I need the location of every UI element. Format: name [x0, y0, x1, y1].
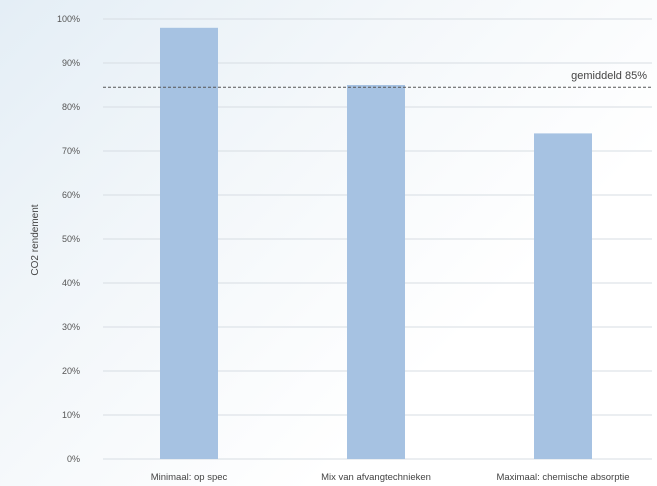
- y-tick-label: 10%: [62, 410, 80, 420]
- category-label: Mix van afvangtechnieken: [321, 472, 431, 483]
- y-tick-label: 70%: [62, 146, 80, 156]
- y-tick-labels: 0% 10% 20% 30% 40% 50% 60% 70% 80% 90% 100%: [57, 14, 80, 464]
- category-label: Maximaal: chemische absorptie: [496, 472, 629, 483]
- y-tick-label: 40%: [62, 278, 80, 288]
- bar: [160, 27, 218, 460]
- y-tick-label: 100%: [57, 14, 80, 24]
- y-tick-label: 30%: [62, 322, 80, 332]
- average-reference-label: gemiddeld 85%: [571, 70, 647, 82]
- bar: [534, 133, 592, 459]
- bar: [347, 85, 405, 459]
- y-tick-label: 20%: [62, 366, 80, 376]
- y-axis-title: CO2 rendement: [30, 204, 41, 275]
- y-tick-label: 0%: [67, 454, 80, 464]
- category-label: Minimaal: op spec: [151, 472, 228, 483]
- y-tick-label: 80%: [62, 102, 80, 112]
- category-labels: Minimaal: op spec Mix van afvangtechnieke…: [151, 472, 630, 483]
- y-tick-label: 50%: [62, 234, 80, 244]
- y-tick-label: 90%: [62, 58, 80, 68]
- bars: [160, 27, 592, 460]
- y-tick-label: 60%: [62, 190, 80, 200]
